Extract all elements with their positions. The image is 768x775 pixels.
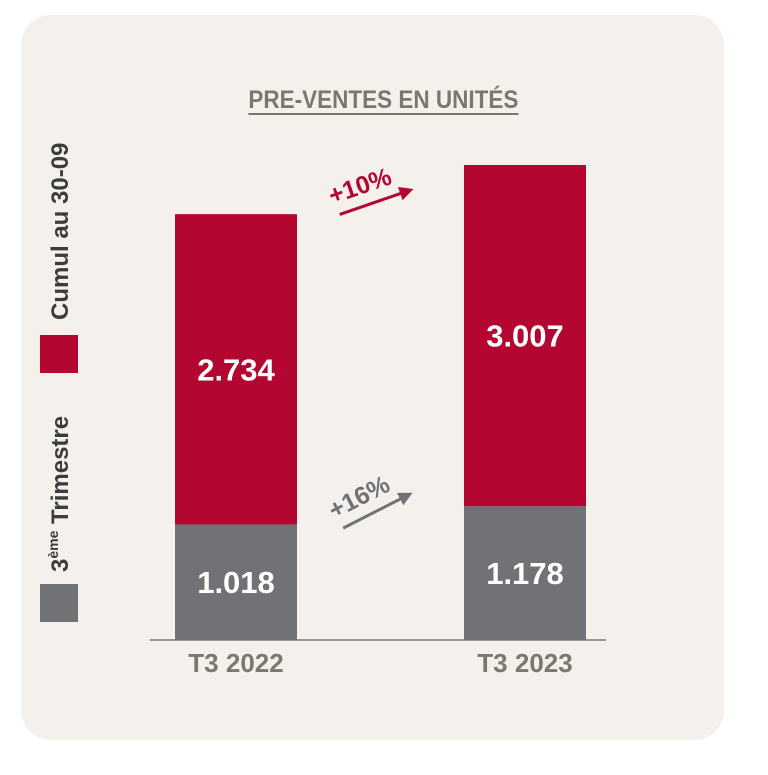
chart-card	[21, 15, 724, 740]
x-tick-label: T3 2023	[477, 648, 572, 678]
legend-trimestre-sup: ème	[45, 530, 61, 558]
legend-swatch-cumul	[40, 335, 78, 373]
bar-value-label: 2.734	[197, 352, 275, 387]
bar-cumul-2	[464, 165, 586, 507]
bars: 1.018 2.734 1.178 3.007	[175, 165, 586, 640]
bar-value-label: 1.018	[197, 565, 275, 600]
growth-cumul-arrowhead	[397, 186, 414, 201]
x-axis-labels: T3 2022 T3 2023	[188, 648, 572, 678]
legend-swatch-trimestre	[40, 584, 78, 622]
chart-title: PRE-VENTES EN UNITÉS	[248, 86, 519, 114]
growth-cumul: +10%	[325, 163, 414, 216]
growth-cumul-arrow	[339, 191, 403, 216]
legend-trimestre-base: 3	[47, 559, 74, 572]
legend-trimestre-rest: Trimestre	[47, 416, 74, 531]
bar-value-label: 3.007	[486, 319, 564, 354]
legend-label-cumul: Cumul au 30-09	[47, 143, 74, 320]
growth-cumul-label: +10%	[325, 163, 395, 211]
growth-trimestre-label: +16%	[324, 470, 394, 524]
bar-cumul-1	[175, 214, 297, 525]
bar-trimestre-2	[464, 506, 586, 640]
x-tick-label: T3 2022	[188, 648, 283, 678]
legend: 3ème Trimestre Cumul au 30-09	[40, 143, 78, 622]
bar-trimestre-1	[175, 524, 297, 640]
bar-value-label: 1.178	[486, 556, 564, 591]
legend-label-trimestre: 3ème Trimestre	[45, 416, 74, 572]
growth-trimestre: +16%	[324, 470, 413, 530]
growth-trimestre-arrowhead	[397, 492, 413, 506]
growth-trimestre-arrow	[342, 496, 403, 530]
